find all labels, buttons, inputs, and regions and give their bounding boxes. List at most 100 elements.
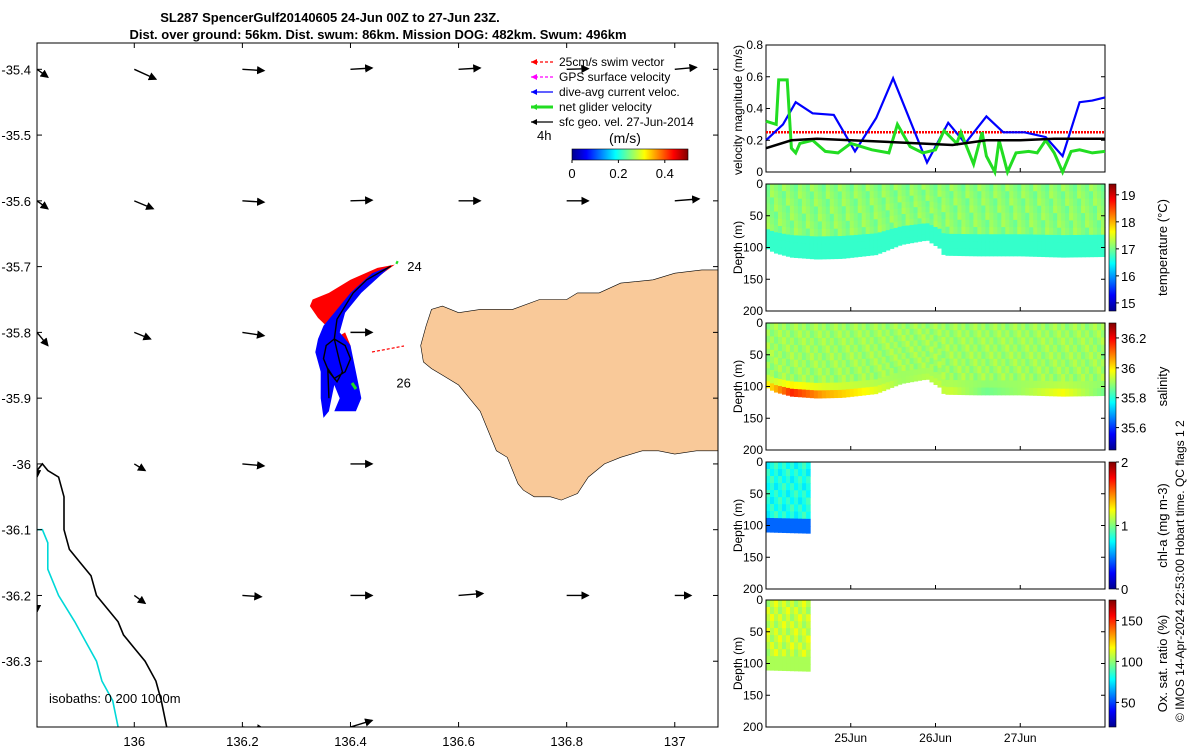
temperature-panel-cell xyxy=(1101,220,1106,229)
oxygen-panel-cell xyxy=(802,649,807,658)
salinity-panel-cell xyxy=(933,341,939,349)
salinity-panel-cell xyxy=(825,345,831,354)
temperature-panel-cell xyxy=(961,184,967,192)
temperature-panel-cell xyxy=(1093,191,1098,200)
salinity-panel-cell xyxy=(829,345,835,354)
salinity-panel-cell xyxy=(925,328,931,335)
salinity-panel-cell xyxy=(841,337,847,346)
temperature-panel-cell xyxy=(1085,205,1090,214)
salinity-panel-cell xyxy=(1093,330,1098,339)
salinity-panel-cell xyxy=(897,341,903,349)
salinity-panel-colorbar-label: salinity xyxy=(1155,366,1170,406)
temperature-panel-cell xyxy=(1021,198,1026,207)
salinity-panel-cell xyxy=(1053,330,1058,339)
temperature-panel-cell xyxy=(1081,198,1086,207)
temperature-panel-cell xyxy=(969,241,974,250)
salinity-panel-cell xyxy=(769,383,775,391)
salinity-panel-cell xyxy=(1093,366,1098,375)
temperature-panel-cell xyxy=(777,198,783,206)
temperature-panel-cell xyxy=(813,184,819,193)
salinity-panel-cell xyxy=(909,340,915,348)
temperature-panel-cell xyxy=(833,228,839,237)
oxygen-panel-cell xyxy=(790,635,795,643)
salinity-panel-cell xyxy=(989,351,994,360)
temperature-panel-cell xyxy=(1101,234,1106,243)
salinity-panel-cell xyxy=(937,374,943,382)
salinity-panel-cell xyxy=(781,323,787,331)
temperature-panel-cell xyxy=(849,184,855,192)
salinity-panel-cell xyxy=(813,337,819,347)
temperature-panel-cell xyxy=(941,184,947,192)
temperature-panel-cell xyxy=(829,243,835,252)
temperature-panel-cell xyxy=(1009,184,1014,192)
velocity-ytick-label: 0.2 xyxy=(746,133,763,147)
salinity-panel-cell xyxy=(973,380,978,389)
salinity-panel-cell xyxy=(1001,366,1006,374)
salinity-panel-cell xyxy=(865,373,871,381)
temperature-panel-cell xyxy=(841,243,847,252)
temperature-panel-cell xyxy=(865,226,871,235)
temperature-panel-cell xyxy=(793,228,799,236)
temperature-panel-cell xyxy=(777,205,783,213)
temperature-panel-cell xyxy=(881,184,887,192)
chla-panel-cell xyxy=(782,511,787,519)
temperature-panel-cell xyxy=(1085,249,1090,258)
temperature-panel-cell xyxy=(789,227,795,236)
temperature-panel-cell xyxy=(793,198,799,207)
legend-arrowhead xyxy=(531,59,537,65)
map-ytick-label: -36 xyxy=(12,457,31,472)
salinity-panel-cell xyxy=(809,390,815,399)
temperature-panel-cell xyxy=(889,241,895,249)
chla-panel-cell xyxy=(778,518,783,526)
oxygen-panel-cell xyxy=(806,649,811,658)
temperature-panel-cell xyxy=(873,205,879,213)
salinity-panel-cell xyxy=(833,323,839,332)
temperature-panel-cell xyxy=(1037,198,1042,207)
temperature-panel-cell xyxy=(1021,241,1026,250)
temperature-panel-cell xyxy=(929,225,935,232)
salinity-panel-cell xyxy=(881,323,887,331)
temperature-panel-cell xyxy=(777,219,783,227)
temperature-panel-cell xyxy=(961,191,967,199)
salinity-panel-cell xyxy=(837,389,843,398)
temperature-panel-cell xyxy=(837,206,843,215)
temperature-panel-cell xyxy=(889,196,895,204)
temperature-panel-cell xyxy=(1041,191,1046,200)
salinity-panel-cell xyxy=(849,366,855,375)
temperature-panel-cell xyxy=(977,205,982,214)
temperature-panel-cell xyxy=(1037,234,1042,243)
salinity-panel-cell xyxy=(837,323,843,332)
oxygen-panel-cell xyxy=(798,635,803,644)
chla-panel-cell xyxy=(782,476,787,484)
salinity-panel-cell xyxy=(889,355,895,363)
salinity-panel-cell xyxy=(993,387,998,396)
temperature-panel-cell xyxy=(801,191,807,200)
salinity-panel-cell xyxy=(1093,388,1098,397)
salinity-panel-cell xyxy=(1069,337,1074,346)
oxygen-panel-cell xyxy=(782,656,787,664)
temperature-panel-cell xyxy=(1077,249,1082,258)
temperature-panel-cell xyxy=(957,226,963,235)
temperature-panel-cell xyxy=(933,239,939,246)
temperature-panel-cell xyxy=(801,198,807,207)
temperature-panel-cell xyxy=(801,228,807,237)
salinity-panel-cell xyxy=(833,345,839,354)
temperature-panel-cell xyxy=(1041,227,1046,236)
salinity-panel-cell xyxy=(949,380,955,388)
salinity-panel-cell xyxy=(1033,323,1038,331)
salinity-panel-cell xyxy=(837,367,843,376)
temperature-panel-cell xyxy=(905,225,911,233)
salinity-panel-cell xyxy=(977,358,982,367)
salinity-panel-cell xyxy=(1049,359,1054,368)
temperature-panel-cell xyxy=(841,191,847,200)
salinity-panel-cell xyxy=(1085,352,1090,360)
salinity-panel-cell xyxy=(929,375,935,383)
oxygen-panel-cell xyxy=(770,649,775,657)
chla-panel-cell xyxy=(774,483,779,491)
oxygen-panel-cell xyxy=(766,620,771,629)
temperature-panel-cell xyxy=(1021,227,1026,235)
temperature-panel-cell xyxy=(973,241,978,250)
salinity-panel-cell xyxy=(1085,337,1090,346)
salinity-panel-cell xyxy=(1057,381,1062,390)
salinity-panel-cell xyxy=(1097,330,1102,339)
